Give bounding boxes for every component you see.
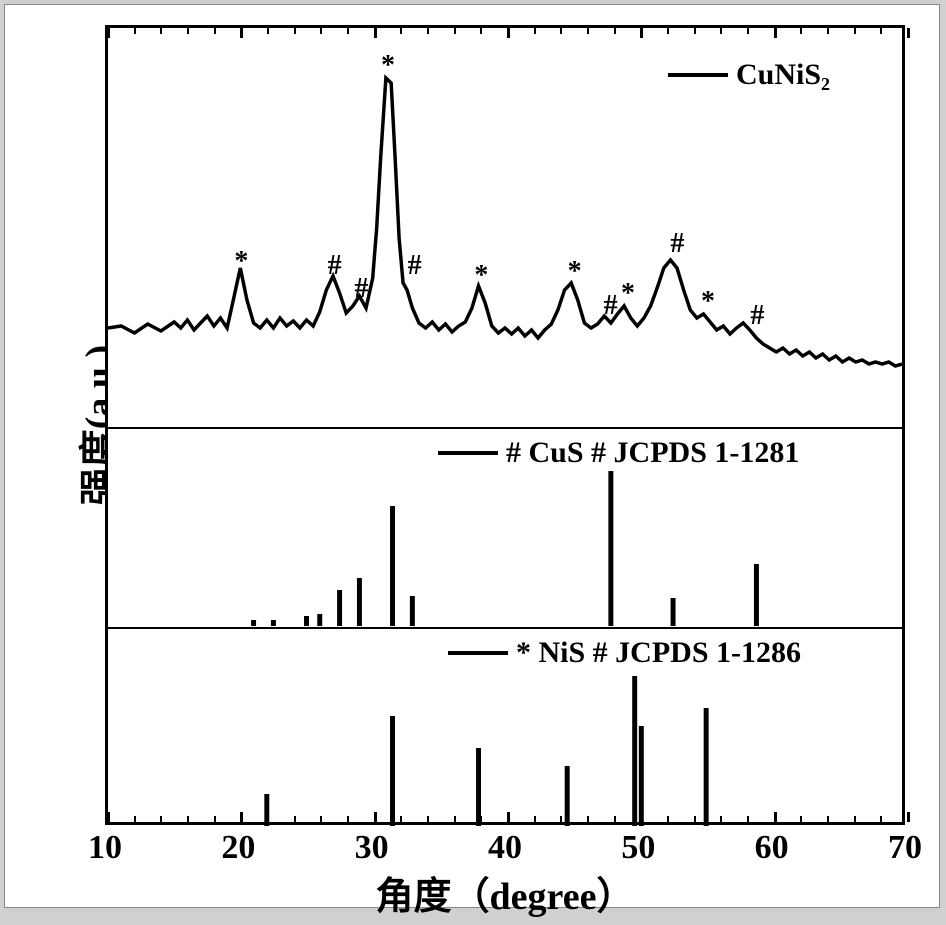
minor-tick bbox=[800, 816, 802, 822]
x-tick-label: 70 bbox=[888, 829, 922, 867]
minor-tick bbox=[480, 28, 482, 34]
minor-tick bbox=[427, 816, 429, 822]
minor-tick bbox=[854, 816, 856, 822]
major-tick bbox=[107, 28, 110, 38]
x-tick-label: 10 bbox=[88, 829, 122, 867]
minor-tick bbox=[560, 28, 562, 34]
major-tick bbox=[240, 28, 243, 38]
minor-tick bbox=[187, 816, 189, 822]
minor-tick bbox=[187, 28, 189, 34]
minor-tick bbox=[827, 28, 829, 34]
peak-marker: * bbox=[621, 278, 635, 310]
minor-tick bbox=[587, 28, 589, 34]
peak-marker: # bbox=[604, 290, 618, 322]
legend-mid: # CuS # JCPDS 1-1281 bbox=[438, 436, 799, 470]
minor-tick bbox=[347, 816, 349, 822]
minor-tick bbox=[854, 28, 856, 34]
legend-top-text: CuNiS₂ bbox=[736, 58, 830, 92]
x-tick-label: 50 bbox=[621, 829, 655, 867]
minor-tick bbox=[614, 28, 616, 34]
minor-tick bbox=[294, 816, 296, 822]
minor-tick bbox=[214, 28, 216, 34]
major-tick bbox=[774, 812, 777, 822]
minor-tick bbox=[134, 28, 136, 34]
minor-tick bbox=[160, 816, 162, 822]
minor-tick bbox=[880, 28, 882, 34]
peak-marker: * bbox=[474, 260, 488, 292]
minor-tick bbox=[694, 816, 696, 822]
minor-tick bbox=[214, 816, 216, 822]
minor-tick bbox=[694, 28, 696, 34]
major-tick bbox=[774, 28, 777, 38]
figure-container: 强度(a.u.) 角度（degree） CuNiS₂ # CuS # JCPDS… bbox=[4, 4, 940, 908]
x-axis-label: 角度（degree） bbox=[105, 865, 905, 920]
major-tick bbox=[107, 812, 110, 822]
x-tick-label: 40 bbox=[488, 829, 522, 867]
major-tick bbox=[640, 812, 643, 822]
major-tick bbox=[374, 28, 377, 38]
minor-tick bbox=[667, 28, 669, 34]
minor-tick bbox=[294, 28, 296, 34]
peak-marker: # bbox=[328, 250, 342, 282]
minor-tick bbox=[720, 816, 722, 822]
minor-tick bbox=[160, 28, 162, 34]
minor-tick bbox=[560, 816, 562, 822]
major-tick bbox=[907, 28, 910, 38]
minor-tick bbox=[747, 28, 749, 34]
legend-top: CuNiS₂ bbox=[668, 58, 830, 92]
minor-tick bbox=[454, 816, 456, 822]
legend-line-icon bbox=[448, 651, 508, 655]
legend-line-icon bbox=[438, 451, 498, 455]
peak-marker: # bbox=[670, 228, 684, 260]
major-tick bbox=[640, 28, 643, 38]
minor-tick bbox=[454, 28, 456, 34]
major-tick bbox=[240, 812, 243, 822]
legend-mid-text: # CuS # JCPDS 1-1281 bbox=[506, 436, 799, 470]
legend-line-icon bbox=[668, 73, 728, 77]
legend-bot: * NiS # JCPDS 1-1286 bbox=[448, 636, 801, 670]
peak-marker: * bbox=[234, 246, 248, 278]
minor-tick bbox=[534, 28, 536, 34]
peak-marker: # bbox=[354, 273, 368, 305]
minor-tick bbox=[400, 816, 402, 822]
minor-tick bbox=[747, 816, 749, 822]
minor-tick bbox=[347, 28, 349, 34]
peak-marker: * bbox=[381, 50, 395, 82]
minor-tick bbox=[427, 28, 429, 34]
major-tick bbox=[907, 812, 910, 822]
minor-tick bbox=[267, 816, 269, 822]
major-tick bbox=[507, 28, 510, 38]
x-tick-label: 20 bbox=[221, 829, 255, 867]
minor-tick bbox=[827, 816, 829, 822]
legend-bot-text: * NiS # JCPDS 1-1286 bbox=[516, 636, 801, 670]
x-tick-label: 60 bbox=[755, 829, 789, 867]
minor-tick bbox=[320, 816, 322, 822]
minor-tick bbox=[614, 816, 616, 822]
minor-tick bbox=[534, 816, 536, 822]
minor-tick bbox=[667, 816, 669, 822]
peak-marker: # bbox=[408, 250, 422, 282]
minor-tick bbox=[134, 816, 136, 822]
minor-tick bbox=[267, 28, 269, 34]
minor-tick bbox=[320, 28, 322, 34]
minor-tick bbox=[800, 28, 802, 34]
minor-tick bbox=[400, 28, 402, 34]
major-tick bbox=[507, 812, 510, 822]
minor-tick bbox=[720, 28, 722, 34]
x-tick-label: 30 bbox=[355, 829, 389, 867]
peak-marker: # bbox=[750, 300, 764, 332]
plot-frame: CuNiS₂ # CuS # JCPDS 1-1281 * NiS # JCPD… bbox=[105, 25, 905, 825]
peak-marker: * bbox=[701, 286, 715, 318]
major-tick bbox=[374, 812, 377, 822]
minor-tick bbox=[480, 816, 482, 822]
minor-tick bbox=[880, 816, 882, 822]
peak-marker: * bbox=[568, 256, 582, 288]
minor-tick bbox=[587, 816, 589, 822]
